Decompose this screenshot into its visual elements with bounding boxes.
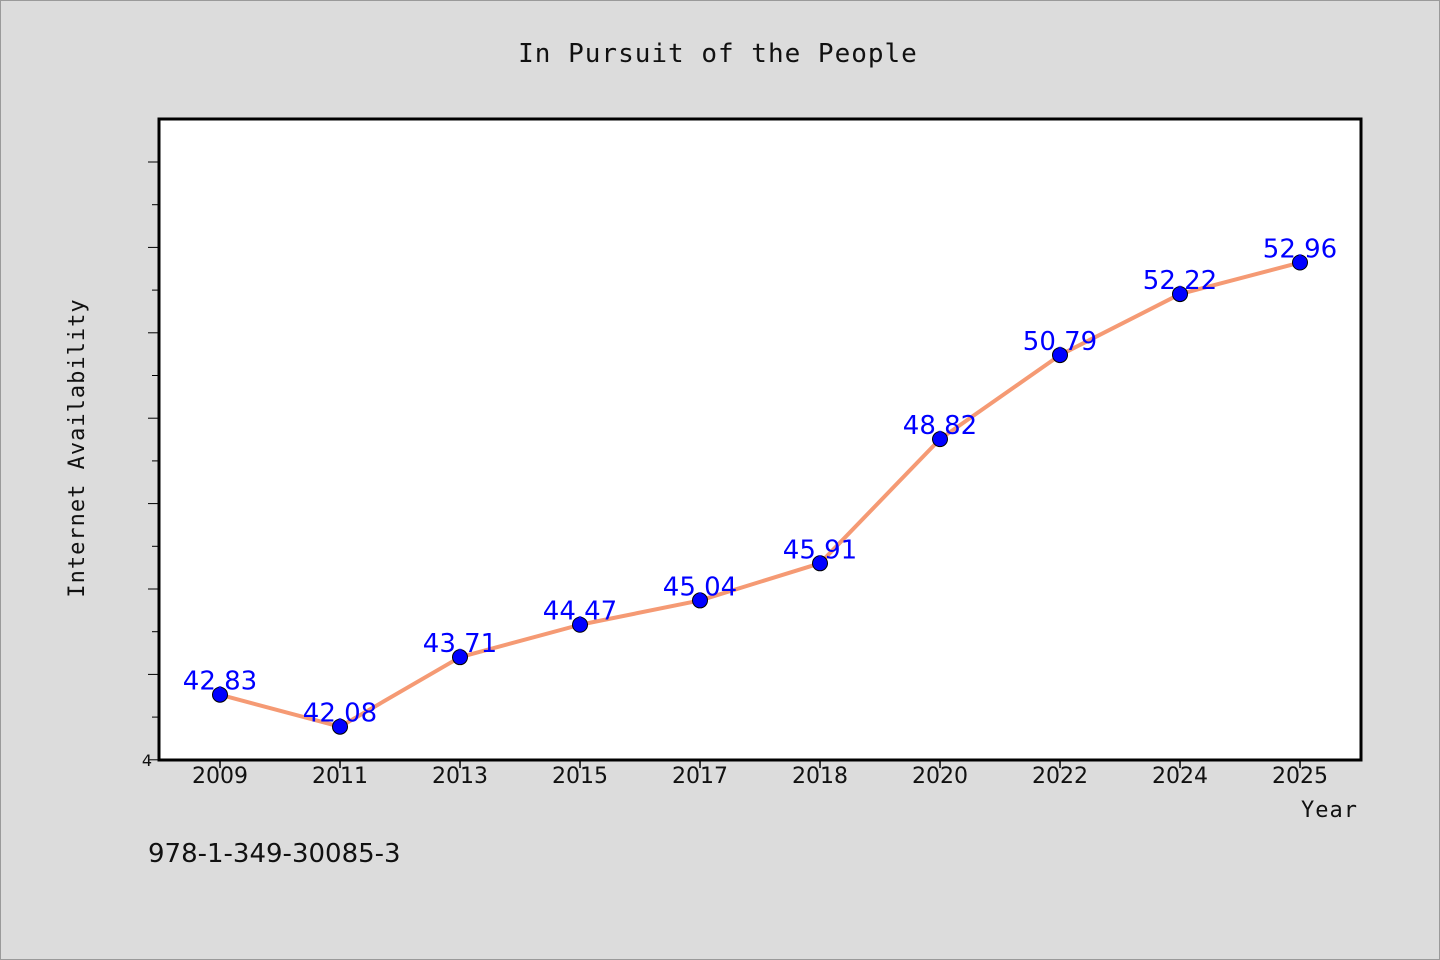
x-tick-label: 2024 [1152,764,1208,789]
data-label: 42.08 [303,699,377,729]
x-tick-label: 2022 [1032,764,1088,789]
data-label: 45.91 [783,535,857,565]
isbn-footer: 978-1-349-30085-3 [148,839,401,869]
data-point [572,616,588,633]
data-point [692,592,708,609]
data-label: 45.04 [663,572,737,602]
x-tick-label: 2025 [1272,764,1328,789]
chart-title: In Pursuit of the People [518,39,918,69]
data-label: 43.71 [423,629,497,659]
data-label: 50.79 [1023,327,1097,357]
x-tick-label: 2009 [192,764,248,789]
x-tick-label: 2011 [312,764,368,789]
data-label: 42.83 [183,667,257,697]
x-tick-label: 2017 [672,764,728,789]
data-point [212,686,228,703]
series-group: 42.83 42.08 43.71 44.47 45.04 45.91 48.82 50.79… [183,235,1337,735]
x-tick-label: 2015 [552,764,608,789]
x-tick-label: 2018 [792,764,848,789]
y-axis-ticks [148,161,160,761]
x-tick-label: 2013 [432,764,488,789]
data-point [932,431,948,448]
plot-area [157,117,1363,762]
data-point [1052,347,1068,364]
data-point [1292,254,1308,271]
y-axis-label: Internet Availability [65,298,90,597]
data-label: 44.47 [543,597,617,627]
y-tick-label: 4 [142,751,152,770]
series-line [219,260,1301,729]
x-tick-label: 2020 [912,764,968,789]
x-axis-label: Year [1301,798,1358,823]
data-label: 48.82 [903,411,977,441]
data-point [812,555,828,572]
data-label: 52.22 [1143,266,1217,296]
data-point [332,718,348,735]
x-axis-ticks: 2009 2011 2013 2015 2017 2018 2020 2022 2024 2025 [192,760,1328,789]
data-point [452,649,468,666]
data-point [1172,286,1188,303]
data-label: 52.96 [1263,235,1337,265]
